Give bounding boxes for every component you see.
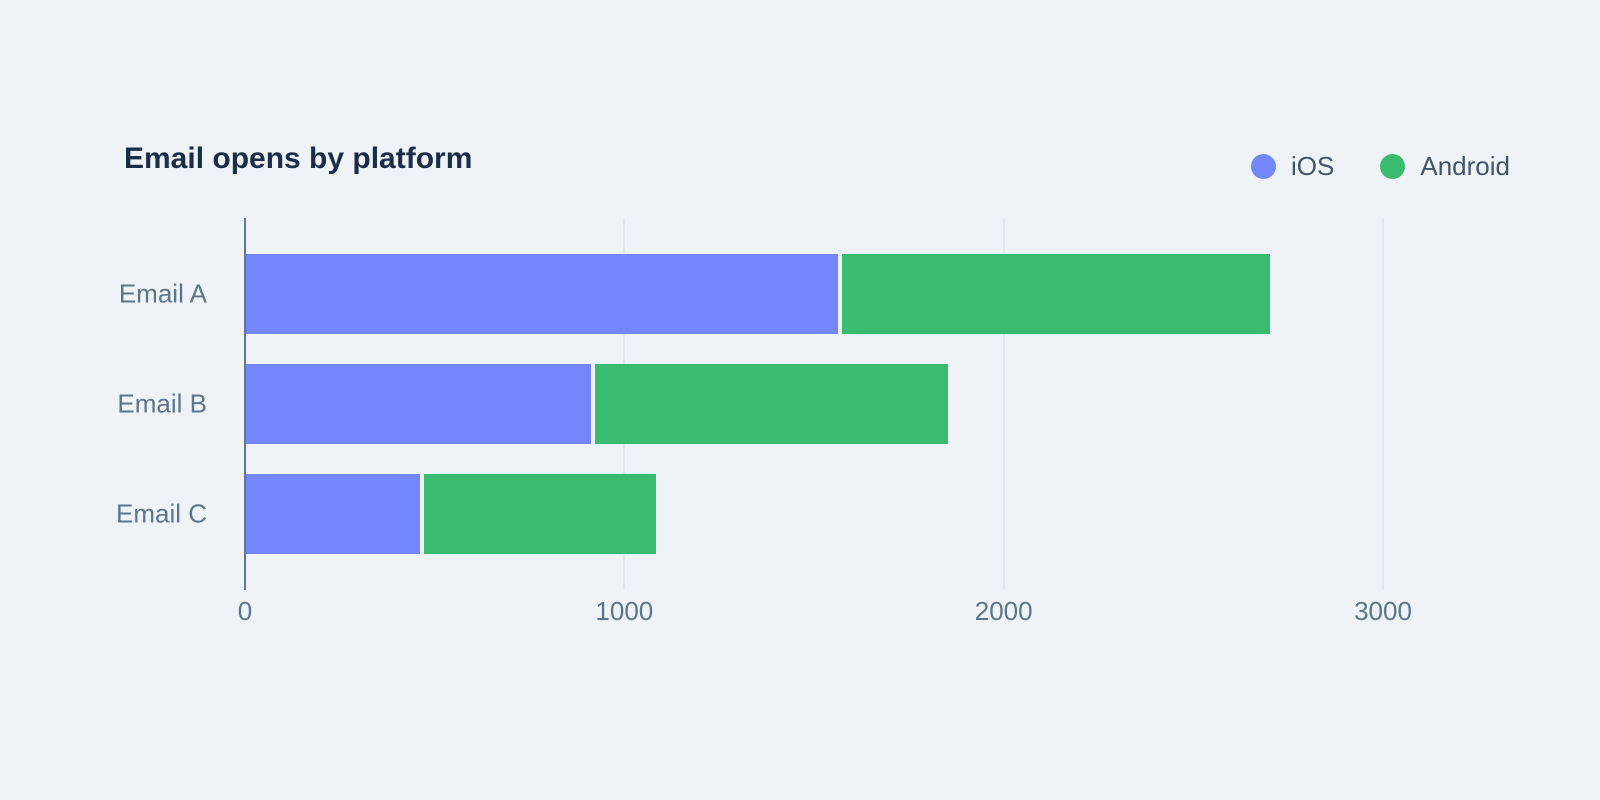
legend-item-android[interactable]: Android — [1380, 151, 1510, 182]
category-label-email-a: Email A — [118, 278, 207, 309]
android-series-dot-icon — [1380, 154, 1406, 179]
x-tick-label-3000: 3000 — [1354, 596, 1412, 626]
legend: iOS Android — [1251, 151, 1510, 182]
x-tick-label-2000: 2000 — [974, 596, 1033, 626]
x-tick-label-0: 0 — [237, 596, 253, 626]
category-label-email-c: Email C — [115, 498, 207, 529]
y-axis-line — [244, 218, 246, 590]
legend-label-android: Android — [1420, 151, 1510, 181]
bar-android-email-a[interactable] — [841, 254, 1271, 334]
x-tick-label-1000: 1000 — [595, 596, 654, 626]
bar-ios-email-b[interactable] — [246, 364, 591, 444]
gridline-3000 — [1382, 218, 1384, 590]
ios-series-dot-icon — [1251, 154, 1277, 179]
bar-row-email-b — [246, 364, 948, 444]
bar-row-email-c — [246, 474, 656, 554]
plot-area: 0 1000 2000 3000 Email A Email B Email C — [116, 218, 1455, 626]
bar-ios-email-c[interactable] — [246, 474, 421, 554]
legend-label-ios: iOS — [1291, 151, 1335, 181]
category-label-email-b: Email B — [117, 388, 207, 419]
legend-item-ios[interactable]: iOS — [1251, 151, 1334, 182]
bar-android-email-b[interactable] — [594, 364, 948, 444]
bar-row-email-a — [246, 254, 1271, 334]
bar-ios-email-a[interactable] — [246, 254, 838, 334]
bar-android-email-c[interactable] — [424, 474, 656, 554]
chart-title: Email opens by platform — [124, 142, 473, 175]
gridline-2000 — [1002, 218, 1005, 590]
